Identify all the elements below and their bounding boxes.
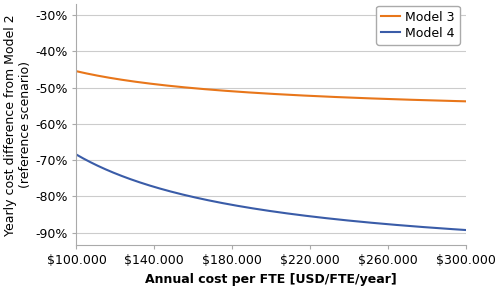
Model 3	[392, 97, 398, 101]
Model 4	[306, 214, 312, 218]
Model 4	[463, 228, 469, 232]
Model 3	[258, 91, 264, 95]
Y-axis label: Yearly cost difference from Model 2
(reference scenario): Yearly cost difference from Model 2 (ref…	[4, 14, 32, 235]
Model 4	[258, 208, 264, 211]
Model 4	[454, 228, 460, 231]
Legend: Model 3, Model 4: Model 3, Model 4	[376, 6, 460, 45]
Model 3	[74, 70, 80, 73]
Line: Model 4: Model 4	[76, 155, 466, 230]
Model 3	[454, 99, 460, 103]
Model 3	[306, 94, 312, 97]
Model 4	[392, 223, 398, 226]
X-axis label: Annual cost per FTE [USD/FTE/year]: Annual cost per FTE [USD/FTE/year]	[146, 273, 397, 286]
Model 4	[284, 212, 290, 215]
Model 4	[261, 208, 267, 212]
Model 4	[74, 153, 80, 156]
Model 3	[261, 92, 267, 95]
Line: Model 3: Model 3	[76, 71, 466, 101]
Model 3	[463, 99, 469, 103]
Model 3	[284, 93, 290, 97]
